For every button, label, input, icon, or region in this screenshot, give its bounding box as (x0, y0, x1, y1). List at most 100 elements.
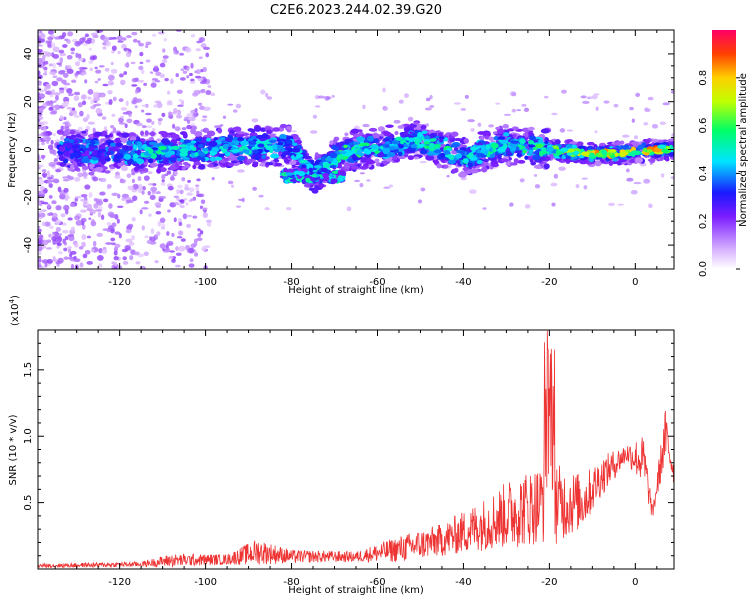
heatmap-cell (476, 152, 481, 158)
heatmap-cell (397, 143, 404, 149)
heatmap-speckle (138, 42, 144, 47)
heatmap-speckle (511, 108, 517, 113)
heatmap-cell (240, 140, 249, 146)
heatmap-cell (257, 148, 263, 154)
heatmap-speckle (79, 198, 87, 202)
heatmap-cell (286, 125, 293, 131)
heatmap-cell (285, 139, 293, 145)
heatmap-cell (594, 160, 602, 167)
heatmap-cell (423, 141, 430, 145)
heatmap-cell (344, 138, 354, 143)
heatmap-cell (224, 151, 230, 155)
heatmap-cell (526, 152, 533, 156)
heatmap-speckle (651, 123, 659, 129)
heatmap-cell (585, 161, 594, 165)
heatmap-cell (214, 156, 223, 161)
heatmap-speckle (48, 63, 53, 67)
heatmap-cell (647, 158, 656, 162)
heatmap-speckle (398, 99, 404, 104)
heatmap-speckle (147, 171, 153, 175)
heatmap-speckle (266, 96, 273, 100)
heatmap-speckle (185, 202, 189, 206)
heatmap-cell (68, 139, 75, 144)
heatmap-cell (190, 152, 196, 158)
heatmap-speckle (151, 78, 159, 81)
heatmap-speckle (87, 88, 94, 95)
heatmap-speckle (523, 107, 530, 112)
heatmap-speckle (90, 248, 95, 253)
heatmap-cell (394, 131, 399, 136)
heatmap-cell (100, 138, 108, 142)
heatmap-speckle (47, 30, 54, 35)
heatmap-speckle (630, 189, 638, 195)
heatmap-speckle (80, 193, 88, 198)
heatmap-speckle (73, 177, 81, 182)
heatmap-cell (395, 136, 403, 141)
heatmap-speckle (417, 199, 423, 204)
heatmap-speckle (160, 182, 166, 186)
x-tick-label: -40 (455, 277, 471, 288)
heatmap-speckle (141, 190, 145, 195)
heatmap-speckle (91, 219, 95, 224)
heatmap-speckle (73, 95, 80, 102)
heatmap-speckle (175, 246, 179, 252)
heatmap-speckle (47, 176, 53, 180)
heatmap-speckle (38, 210, 43, 214)
heatmap-cell (517, 159, 526, 164)
heatmap-speckle (81, 100, 87, 106)
heatmap-cell (425, 154, 435, 161)
heatmap-speckle (175, 264, 181, 268)
heatmap-cell (320, 167, 328, 173)
heatmap-speckle (125, 100, 129, 107)
heatmap-speckle (62, 125, 69, 130)
heatmap-speckle (132, 96, 138, 102)
heatmap-cell (443, 164, 449, 169)
heatmap-cell (311, 188, 319, 194)
heatmap-speckle (429, 105, 435, 108)
heatmap-cell (313, 165, 323, 169)
heatmap-speckle (44, 60, 49, 65)
heatmap-speckle (48, 225, 54, 230)
heatmap-speckle (286, 207, 292, 211)
heatmap-speckle (147, 190, 151, 196)
heatmap-speckle (131, 179, 136, 184)
heatmap-cell (528, 140, 535, 145)
heatmap-speckle (117, 50, 121, 55)
heatmap-speckle (617, 203, 624, 206)
heatmap-speckle (101, 249, 108, 254)
heatmap-speckle (142, 186, 146, 191)
heatmap-cell (510, 140, 520, 144)
heatmap-cell (168, 165, 178, 170)
heatmap-cell (643, 139, 650, 145)
heatmap-speckle (544, 95, 549, 99)
heatmap-speckle (111, 45, 117, 51)
heatmap-cell (259, 162, 267, 167)
heatmap-speckle (63, 256, 69, 260)
heatmap-speckle (155, 210, 162, 215)
heatmap-speckle (198, 193, 205, 198)
heatmap-speckle (77, 126, 83, 131)
heatmap-speckle (45, 247, 52, 250)
heatmap-cell (490, 142, 499, 149)
heatmap-speckle (603, 100, 610, 104)
heatmap-cell (231, 149, 240, 153)
heatmap-speckle (59, 87, 65, 90)
heatmap-speckle (152, 33, 157, 37)
heatmap-speckle (138, 65, 144, 71)
heatmap-speckle (79, 66, 83, 73)
heatmap-speckle (136, 98, 143, 103)
heatmap-cell (565, 160, 571, 164)
heatmap-speckle (81, 241, 86, 248)
heatmap-speckle (140, 69, 145, 75)
snr-panel: -120 -100 -80 -60 -40 -20 0 0.5 1.0 1.5 Height of… (8, 295, 675, 596)
heatmap-cell (70, 134, 77, 138)
heatmap-cell (496, 128, 505, 134)
heatmap-speckle (93, 96, 100, 102)
heatmap-speckle (55, 226, 61, 232)
heatmap-speckle (88, 191, 93, 198)
colorbar: 0.0 0.2 0.4 0.6 0.8 Normalized spectral ampl… (698, 30, 749, 277)
heatmap-cell (265, 162, 274, 166)
heatmap-speckle (153, 104, 158, 108)
heatmap-cell (179, 148, 188, 153)
heatmap-cell (619, 151, 625, 158)
